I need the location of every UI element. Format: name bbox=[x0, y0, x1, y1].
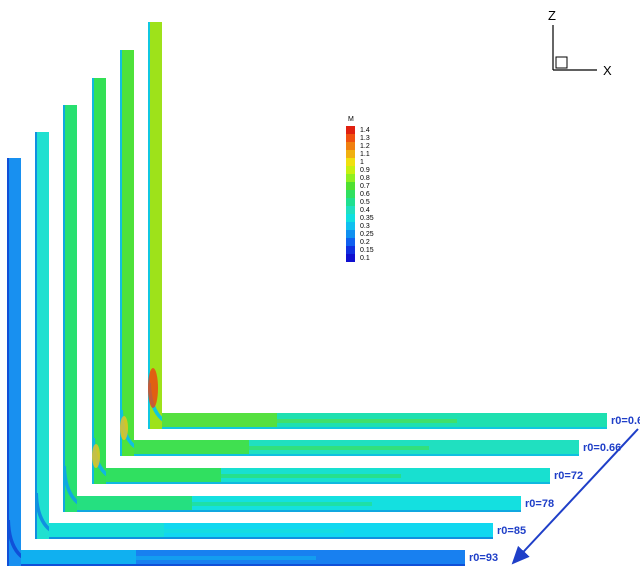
pipe bbox=[120, 50, 579, 456]
pipe-bottom-edge bbox=[106, 482, 550, 484]
pipe-vertical bbox=[120, 50, 134, 456]
warm-spot bbox=[92, 444, 100, 468]
legend-swatch bbox=[346, 174, 355, 182]
pipe-horizontal-a bbox=[106, 468, 221, 484]
pipe bbox=[148, 22, 607, 429]
pipe-vertical-edge bbox=[63, 105, 65, 512]
legend-swatch bbox=[346, 198, 355, 206]
legend-swatch bbox=[346, 166, 355, 174]
legend-swatch bbox=[346, 190, 355, 198]
legend-label: 0.6 bbox=[360, 191, 370, 198]
pipe-horizontal-a bbox=[77, 496, 192, 512]
case-label: r0=85 bbox=[497, 525, 526, 537]
axis-z-label: Z bbox=[548, 8, 556, 23]
legend-swatch bbox=[346, 254, 355, 262]
axis-triad: Z X bbox=[548, 8, 612, 78]
legend-label: 0.35 bbox=[360, 215, 374, 222]
pipe-vertical-edge bbox=[92, 78, 94, 484]
legend-swatch bbox=[346, 126, 355, 134]
warm-spot bbox=[120, 416, 128, 440]
pipe-horizontal-a bbox=[162, 413, 277, 429]
pipe-horizontal-a bbox=[134, 440, 249, 456]
pipe-core bbox=[136, 556, 316, 560]
pipe-bottom-edge bbox=[162, 427, 607, 429]
legend-swatch bbox=[346, 206, 355, 214]
pipe-horizontal-a bbox=[49, 523, 164, 539]
pipe-elbow bbox=[63, 466, 103, 512]
pipe-vertical-edge bbox=[148, 22, 150, 429]
legend-swatch bbox=[346, 158, 355, 166]
legend-swatch bbox=[346, 142, 355, 150]
pipe-elbow bbox=[7, 520, 47, 566]
pipe-vertical bbox=[148, 22, 162, 429]
case-label: r0=0.6 bbox=[611, 415, 640, 427]
pipe-bottom-edge bbox=[21, 564, 465, 566]
legend-label: 0.1 bbox=[360, 255, 370, 262]
axis-x-label: X bbox=[603, 63, 612, 78]
legend-label: 0.9 bbox=[360, 167, 370, 174]
legend-label: 0.15 bbox=[360, 247, 374, 254]
pipe-bottom-edge bbox=[77, 510, 521, 512]
legend-swatch bbox=[346, 230, 355, 238]
legend-swatch bbox=[346, 134, 355, 142]
pipe-elbow bbox=[35, 493, 75, 539]
pipe-elbow bbox=[92, 438, 132, 484]
pipe-vertical-edge bbox=[35, 132, 37, 539]
pipe-core bbox=[221, 474, 401, 478]
pipe-horizontal-a bbox=[21, 550, 136, 566]
legend-label: 1 bbox=[360, 159, 364, 166]
case-label: r0=0.66 bbox=[583, 442, 621, 454]
legend-title: M bbox=[348, 116, 354, 123]
pipe-bottom-edge bbox=[134, 454, 579, 456]
legend-label: 0.25 bbox=[360, 231, 374, 238]
case-label: r0=78 bbox=[525, 498, 554, 510]
legend-label: 1.2 bbox=[360, 143, 370, 150]
case-label: r0=72 bbox=[554, 470, 583, 482]
pipe-vertical-edge bbox=[7, 158, 9, 566]
pipe-elbow bbox=[148, 383, 188, 429]
legend-swatch bbox=[346, 222, 355, 230]
direction-arrow bbox=[511, 428, 639, 565]
pipe-core bbox=[249, 446, 429, 450]
legend-label: 0.4 bbox=[360, 207, 370, 214]
pipe bbox=[35, 132, 493, 539]
pipe-vertical bbox=[35, 132, 49, 539]
case-label: r0=93 bbox=[469, 552, 498, 564]
pipe-core bbox=[277, 419, 457, 423]
pipe-bottom-edge bbox=[49, 537, 493, 539]
pipe-core bbox=[164, 529, 344, 533]
pipe-vertical bbox=[63, 105, 77, 512]
hot-spot bbox=[148, 368, 158, 408]
pipe bbox=[92, 78, 550, 484]
legend-swatch bbox=[346, 150, 355, 158]
legend-label: 0.8 bbox=[360, 175, 370, 182]
legend-swatch bbox=[346, 238, 355, 246]
legend-swatch bbox=[346, 214, 355, 222]
pipe bbox=[7, 158, 465, 566]
pipe-vertical bbox=[92, 78, 106, 484]
legend-label: 0.2 bbox=[360, 239, 370, 246]
pipe bbox=[63, 105, 521, 512]
legend-label: 0.5 bbox=[360, 199, 370, 206]
pipe-core bbox=[192, 502, 372, 506]
pipe-vertical-edge bbox=[120, 50, 122, 456]
pipe-vertical bbox=[7, 158, 21, 566]
legend-label: 1.3 bbox=[360, 135, 370, 142]
legend-label: 0.7 bbox=[360, 183, 370, 190]
pipe-elbow bbox=[120, 410, 160, 456]
legend-label: 1.4 bbox=[360, 127, 370, 134]
legend-label: 1.1 bbox=[360, 151, 370, 158]
legend-label: 0.3 bbox=[360, 223, 370, 230]
legend-swatch bbox=[346, 246, 355, 254]
legend-swatch bbox=[346, 182, 355, 190]
